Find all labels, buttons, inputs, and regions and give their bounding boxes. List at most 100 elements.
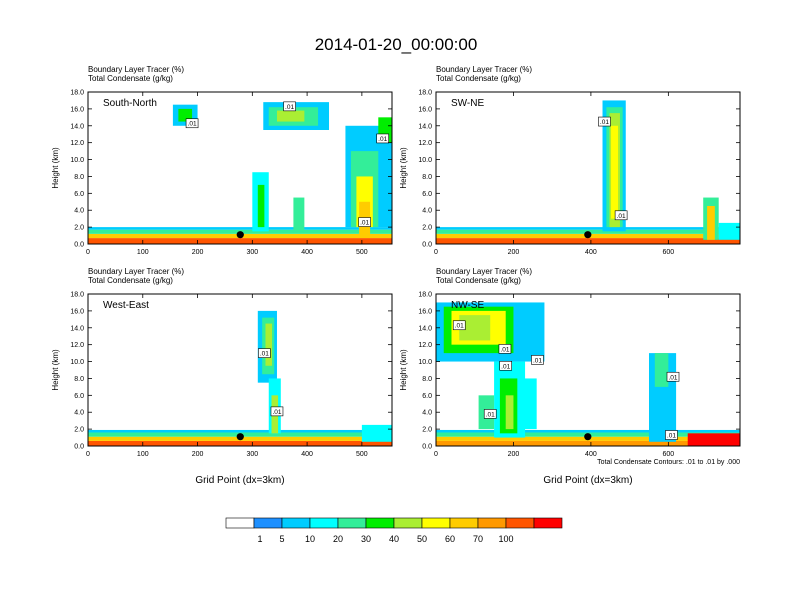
y-tick-label: 4.0 [422, 208, 432, 215]
contour-label: .01 [483, 409, 497, 419]
contour-label: .01 [498, 344, 512, 354]
y-tick-label: 10.0 [418, 359, 432, 366]
svg-text:.01: .01 [272, 409, 281, 416]
x-tick-label: 0 [434, 249, 438, 256]
y-tick-label: 4.0 [74, 410, 84, 417]
panel-subtitle-tracer: Boundary Layer Tracer (%) [436, 267, 532, 276]
colorbar-swatch [533, 517, 563, 529]
colorbar-swatch [337, 517, 367, 529]
field-cell [257, 184, 265, 228]
field-cell [436, 440, 740, 446]
x-tick-label: 300 [246, 249, 258, 256]
contour-label: .01 [185, 118, 199, 129]
contour-label: .01 [376, 133, 389, 144]
location-marker [236, 433, 244, 441]
x-tick-label: 400 [301, 451, 313, 458]
y-tick-label: 0.0 [74, 444, 84, 451]
contour-label: .01 [666, 371, 680, 382]
x-tick-label: 400 [301, 249, 313, 256]
colorbar-swatch [505, 517, 535, 529]
contour-label: .01 [598, 116, 611, 127]
contour-label: .01 [258, 348, 271, 358]
panel-subtitle-condensate: Total Condensate (g/kg) [88, 276, 173, 285]
colorbar-label: 100 [498, 534, 513, 544]
colorbar-swatch [393, 517, 423, 529]
svg-text:.01: .01 [360, 220, 369, 227]
x-tick-label: 500 [356, 451, 368, 458]
x-tick-label: 400 [585, 451, 597, 458]
colorbar-swatch [421, 517, 451, 529]
x-tick-label: 100 [137, 249, 149, 256]
contour-label: .01 [531, 355, 544, 365]
location-marker [236, 231, 244, 239]
colorbar-swatch [281, 517, 311, 529]
y-tick-label: 2.0 [74, 225, 84, 232]
colorbar-label: 40 [389, 534, 399, 544]
colorbar-swatch [449, 517, 479, 529]
contour-label: .01 [665, 430, 678, 440]
x-tick-label: 600 [663, 249, 675, 256]
field-cell [521, 378, 537, 430]
colorbar-swatch [253, 517, 283, 529]
field-cell [88, 238, 392, 244]
panel-frame [87, 293, 393, 447]
y-tick-label: 18.0 [418, 292, 432, 299]
location-marker [584, 231, 592, 239]
y-tick-label: 8.0 [422, 174, 432, 181]
colorbar-swatch [477, 517, 507, 529]
y-tick-label: 6.0 [422, 393, 432, 400]
colorbar-label: 50 [417, 534, 427, 544]
panel-bottom-left: Boundary Layer Tracer (%)Total Condensat… [51, 267, 393, 486]
contour-label: .01 [499, 360, 513, 371]
x-tick-label: 200 [192, 249, 204, 256]
svg-text:.01: .01 [600, 119, 609, 126]
colorbar-swatch [365, 517, 395, 529]
svg-text:.01: .01 [667, 433, 676, 440]
panel-label: West-East [103, 300, 149, 311]
x-tick-label: 500 [356, 249, 368, 256]
y-tick-label: 12.0 [418, 342, 432, 349]
colorbar-swatch [225, 517, 255, 529]
svg-text:.01: .01 [617, 213, 626, 220]
y-tick-label: 14.0 [70, 325, 84, 332]
y-tick-label: 18.0 [418, 90, 432, 97]
colorbar-label: 1 [257, 534, 262, 544]
colorbar-label: 60 [445, 534, 455, 544]
colorbar-label: 30 [361, 534, 371, 544]
field-cell [293, 197, 305, 232]
shaded-field [88, 310, 392, 446]
y-tick-label: 10.0 [418, 157, 432, 164]
svg-text:.01: .01 [188, 121, 197, 128]
field-cell [436, 238, 740, 244]
y-tick-label: 0.0 [422, 444, 432, 451]
x-tick-label: 200 [508, 451, 520, 458]
field-cell [88, 227, 392, 230]
svg-text:.01: .01 [501, 363, 510, 370]
svg-text:.01: .01 [285, 104, 294, 111]
x-axis-label: Grid Point (dx=3km) [543, 475, 632, 486]
svg-text:.01: .01 [668, 374, 677, 381]
y-tick-label: 14.0 [418, 325, 432, 332]
field-cell [436, 429, 740, 433]
y-axis-label: Height (km) [399, 349, 408, 391]
y-axis-label: Height (km) [51, 349, 60, 391]
panel-frame [435, 91, 741, 245]
svg-text:.01: .01 [378, 136, 387, 143]
panel-label: South-North [103, 98, 157, 109]
x-tick-label: 200 [192, 451, 204, 458]
y-axis-label: Height (km) [399, 147, 408, 189]
colorbar-label: 10 [305, 534, 315, 544]
y-tick-label: 10.0 [70, 359, 84, 366]
y-tick-label: 4.0 [422, 410, 432, 417]
y-tick-label: 10.0 [70, 157, 84, 164]
panel-top-right: Boundary Layer Tracer (%)Total Condensat… [399, 65, 741, 256]
y-tick-label: 14.0 [418, 123, 432, 130]
colorbar-swatch [309, 517, 339, 529]
shaded-field [88, 102, 392, 244]
y-tick-label: 6.0 [422, 191, 432, 198]
y-tick-label: 2.0 [422, 427, 432, 434]
figure-title: 2014-01-20_00:00:00 [315, 35, 478, 54]
y-tick-label: 0.0 [422, 242, 432, 249]
x-tick-label: 200 [508, 249, 520, 256]
